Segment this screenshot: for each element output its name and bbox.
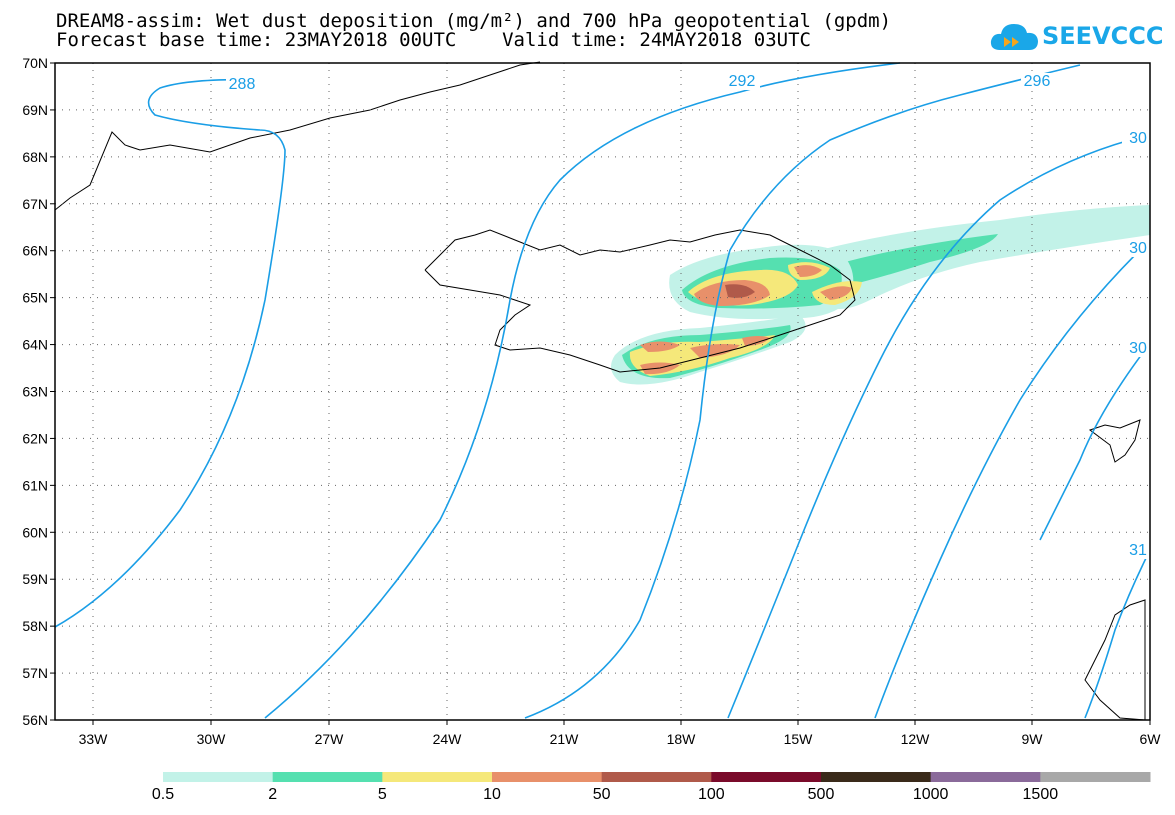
lon-label: 6W: [1140, 731, 1162, 747]
logo-text: SEEVCCC: [1042, 22, 1164, 50]
lon-label: 27W: [315, 731, 345, 747]
contour-label-bg: [1122, 240, 1156, 257]
dust-area-ne-orange: [794, 265, 822, 277]
lat-label: 60N: [22, 524, 48, 540]
latitude-labels: 70N 69N 68N 67N 66N 65N 64N 63N 62N 61N 60N 59N 58N 5…: [22, 55, 48, 728]
scotland-coast: [1084, 599, 1146, 721]
geopotential-contour: [874, 249, 1141, 719]
colorbar-label: 1500: [1022, 786, 1059, 803]
greenland-coast: [54, 61, 541, 211]
colorbar-label: 10: [483, 786, 501, 803]
lat-label: 64N: [22, 337, 48, 353]
lat-label: 65N: [22, 290, 48, 306]
lat-label: 57N: [22, 665, 48, 681]
geopotential-contour: [54, 78, 286, 628]
contour-label: 30: [1129, 130, 1147, 147]
colorbar-label: 1000: [912, 786, 949, 803]
colorbar-segment: [272, 772, 383, 782]
colorbar-segment: [492, 772, 603, 782]
contour-label-bg: [226, 76, 260, 93]
contour-label-bg: [1122, 542, 1156, 559]
contour-label: 30: [1129, 340, 1147, 357]
contour-label: 31: [1129, 542, 1147, 559]
colorbar-segment: [1040, 772, 1151, 782]
lat-label: 59N: [22, 571, 48, 587]
colorbar-segment: [601, 772, 712, 782]
lon-label: 30W: [197, 731, 227, 747]
geopotential-contours: 288 292 296 30 30 30 31: [54, 62, 1156, 719]
lat-label: 62N: [22, 430, 48, 446]
iceland-coast: [424, 229, 856, 373]
lat-label: 69N: [22, 102, 48, 118]
lon-label: 33W: [79, 731, 109, 747]
lat-label: 68N: [22, 149, 48, 165]
contour-label-bg: [726, 73, 760, 90]
cloud-forward-icon: [990, 24, 1038, 50]
colorbar-label: 100: [697, 786, 725, 803]
faroe-coast: [1088, 419, 1141, 463]
geopotential-contour: [1039, 349, 1146, 541]
map-title: DREAM8-assim: Wet dust deposition (mg/m²…: [56, 10, 892, 32]
colorbar-segment: [930, 772, 1041, 782]
lat-label: 58N: [22, 618, 48, 634]
contour-label: 288: [229, 76, 256, 93]
lon-label: 15W: [784, 731, 814, 747]
colorbar-segment: [711, 772, 822, 782]
lat-label: 61N: [22, 477, 48, 493]
dust-area-north-brown: [725, 284, 755, 298]
lat-label: 63N: [22, 384, 48, 400]
geopotential-contour: [264, 62, 901, 719]
contour-label: 30: [1129, 240, 1147, 257]
lon-label: 12W: [901, 731, 931, 747]
dust-area-light: [820, 205, 1150, 309]
graticule: [50, 62, 1151, 725]
geopotential-contour: [727, 139, 1131, 719]
lat-label: 67N: [22, 196, 48, 212]
dust-area-east-orange: [820, 286, 852, 300]
dust-deposition-layer: [611, 205, 1150, 385]
colorbar-label: 50: [592, 786, 611, 803]
seevccc-logo: SEEVCCC: [990, 20, 1164, 54]
colorbar-label: 5: [377, 786, 387, 803]
contour-label-bg: [1122, 130, 1156, 147]
contour-label: 296: [1024, 73, 1051, 90]
longitude-labels: 33W 30W 27W 24W 21W 18W 15W 12W 9W 6W: [79, 731, 1162, 747]
lon-label: 24W: [433, 731, 463, 747]
colorbar-segment: [382, 772, 493, 782]
colorbar-label: 500: [807, 786, 835, 803]
colorbar-label: 2: [268, 786, 278, 803]
dust-area-green: [845, 234, 998, 285]
lat-label: 70N: [22, 55, 48, 71]
colorbar-segment: [821, 772, 932, 782]
colorbar: [163, 772, 1151, 782]
map-subtitle: Forecast base time: 23MAY2018 00UTC Vali…: [56, 29, 811, 51]
coastlines: [54, 61, 1146, 721]
lat-label: 66N: [22, 243, 48, 259]
contour-label: 292: [729, 73, 756, 90]
map-frame: [54, 62, 1151, 721]
lon-label: 18W: [667, 731, 697, 747]
lon-label: 9W: [1022, 731, 1044, 747]
contour-label-bg: [1122, 340, 1156, 357]
lat-label: 56N: [22, 712, 48, 728]
colorbar-label: 0.5: [151, 786, 175, 803]
colorbar-segment: [163, 772, 274, 782]
contour-label-bg: [1021, 73, 1055, 90]
geopotential-contour: [1084, 549, 1151, 719]
lon-label: 21W: [550, 731, 580, 747]
geopotential-contour: [524, 64, 1081, 719]
